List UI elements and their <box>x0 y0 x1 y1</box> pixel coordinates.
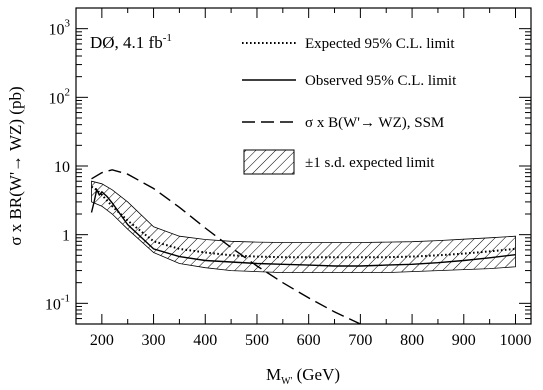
y-tick-label: 10 <box>54 159 70 176</box>
y-tick-label: 102 <box>49 86 71 107</box>
y-tick-label: 1 <box>62 228 70 245</box>
expected-limit-line <box>90 185 516 259</box>
x-tick-label: 700 <box>348 332 372 349</box>
y-tick-label: 103 <box>49 18 71 39</box>
axis-ticks <box>75 7 531 325</box>
x-tick-label: 900 <box>452 332 476 349</box>
x-axis-title: MW' (GeV) <box>266 365 340 387</box>
legend-label-expected: Expected 95% C.L. limit <box>305 36 455 52</box>
ssm-cross-section-line <box>91 169 361 324</box>
observed-limit-line <box>90 187 516 267</box>
plot-frame <box>75 7 532 325</box>
x-tick-label: 600 <box>297 332 321 349</box>
legend-label-ssm: σ x B(W'→ WZ), SSM <box>305 115 444 131</box>
x-tick-label: 500 <box>245 332 269 349</box>
expected-limit-band <box>91 180 516 273</box>
x-tick-label: 400 <box>193 332 217 349</box>
y-tick-label: 10-1 <box>45 292 70 313</box>
y-tick-labels: 10-1 1 10 102 103 <box>45 18 71 314</box>
x-tick-labels: 200 300 400 500 600 700 800 900 1000 <box>90 332 532 349</box>
x-tick-label: 200 <box>90 332 114 349</box>
experiment-label: DØ, 4.1 fb-1 <box>90 32 172 52</box>
x-tick-label: 300 <box>142 332 166 349</box>
legend-label-band: ±1 s.d. expected limit <box>305 155 435 171</box>
plot-area <box>90 169 516 324</box>
y-axis-title: σ x BR(W'→ WZ) (pb) <box>6 86 25 245</box>
legend-hatched-swatch <box>243 149 295 175</box>
x-tick-label: 1000 <box>499 332 531 349</box>
legend: Expected 95% C.L. limit Observed 95% C.L… <box>242 36 457 175</box>
legend-label-observed: Observed 95% C.L. limit <box>305 73 457 89</box>
x-tick-label: 800 <box>400 332 424 349</box>
